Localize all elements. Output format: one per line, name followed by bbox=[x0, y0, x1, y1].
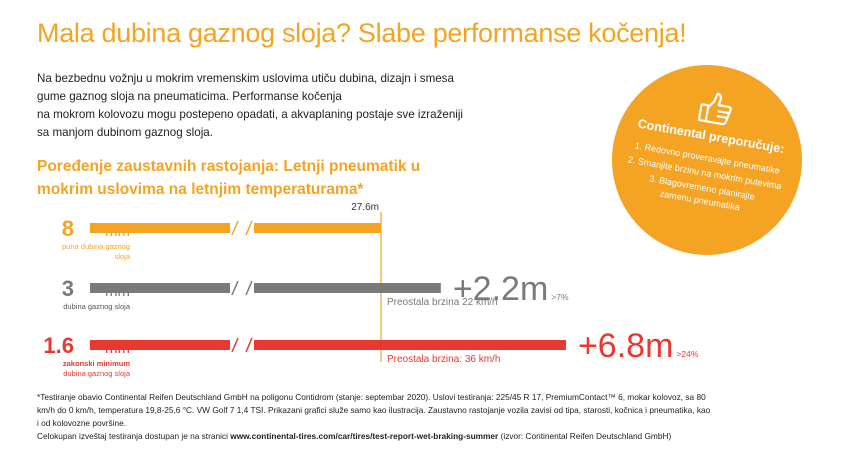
percent-label: >7% bbox=[551, 292, 569, 302]
depth-value: 8 bbox=[62, 216, 74, 241]
chart-title: Poređenje zaustavnih rastojanja: Letnji … bbox=[37, 155, 420, 201]
page-title: Mala dubina gaznog sloja? Slabe performa… bbox=[37, 18, 687, 48]
reference-label: 27.6m bbox=[351, 202, 379, 213]
depth-description: zakonski minimum bbox=[63, 359, 130, 368]
depth-value: 1.6 bbox=[43, 333, 74, 358]
intro-text: Na bezbednu vožnju u mokrim vremenskim u… bbox=[37, 70, 527, 142]
extra-distance-label: +6.8m bbox=[578, 327, 673, 365]
footnote-line: i od kolovozne površine. bbox=[37, 418, 127, 428]
bar-segment bbox=[90, 340, 230, 350]
depth-description: puna dubina gaznog bbox=[62, 242, 130, 251]
depth-unit: mm bbox=[105, 223, 130, 240]
source-suffix: (izvor: Continental Reifen Deutschland G… bbox=[498, 431, 672, 441]
intro-line: Na bezbednu vožnju u mokrim vremenskim u… bbox=[37, 72, 454, 85]
axis-break-mark bbox=[245, 280, 253, 296]
depth-description: sloja bbox=[115, 252, 131, 261]
source-prefix: Celokupan izveštaj testiranja dostupan j… bbox=[37, 431, 231, 441]
remaining-speed-label: Preostala brzina 22 km/h bbox=[387, 297, 498, 308]
extra-distance-label: +2.2m bbox=[453, 270, 548, 308]
intro-line: gume gaznog sloja na pneumaticima. Perfo… bbox=[37, 90, 342, 103]
recommendation-badge: Continental preporučuje: 1. Redovno prov… bbox=[612, 65, 802, 255]
intro-line: sa manjom dubinom gaznog sloja. bbox=[37, 126, 213, 139]
bar bbox=[254, 283, 441, 293]
intro-line: na mokrom kolovozu mogu postepeno opadat… bbox=[37, 108, 464, 121]
axis-break-mark bbox=[245, 220, 253, 236]
report-link[interactable]: www.continental-tires.com/car/tires/test… bbox=[230, 431, 499, 441]
depth-description: dubina gaznog sloja bbox=[63, 369, 131, 378]
depth-unit: mm bbox=[105, 283, 130, 300]
bar bbox=[254, 340, 566, 350]
chart-title-line: mokrim uslovima na letnjim temperaturama… bbox=[37, 181, 364, 198]
axis-break-mark bbox=[231, 280, 239, 296]
axis-break-mark bbox=[245, 337, 253, 353]
percent-label: >24% bbox=[676, 349, 698, 359]
depth-unit: mm bbox=[105, 340, 130, 357]
axis-break-mark bbox=[231, 220, 239, 236]
footnote-line: *Testiranje obavio Continental Reifen De… bbox=[37, 392, 706, 402]
footnote: *Testiranje obavio Continental Reifen De… bbox=[37, 391, 797, 443]
depth-value: 3 bbox=[62, 276, 74, 301]
axis-break-mark bbox=[231, 337, 239, 353]
chart-title-line: Poređenje zaustavnih rastojanja: Letnji … bbox=[37, 158, 421, 175]
bar bbox=[254, 223, 381, 233]
footnote-source: Celokupan izveštaj testiranja dostupan j… bbox=[37, 430, 797, 443]
remaining-speed-label: Preostala brzina: 36 km/h bbox=[387, 354, 500, 365]
footnote-line: km/h do 0 km/h, temperatura 19,8-25,6 °C… bbox=[37, 405, 711, 415]
bar-segment bbox=[90, 223, 230, 233]
bar-segment bbox=[90, 283, 230, 293]
thumbs-up-icon bbox=[697, 92, 732, 126]
depth-description: dubina gaznog sloja bbox=[63, 302, 131, 311]
